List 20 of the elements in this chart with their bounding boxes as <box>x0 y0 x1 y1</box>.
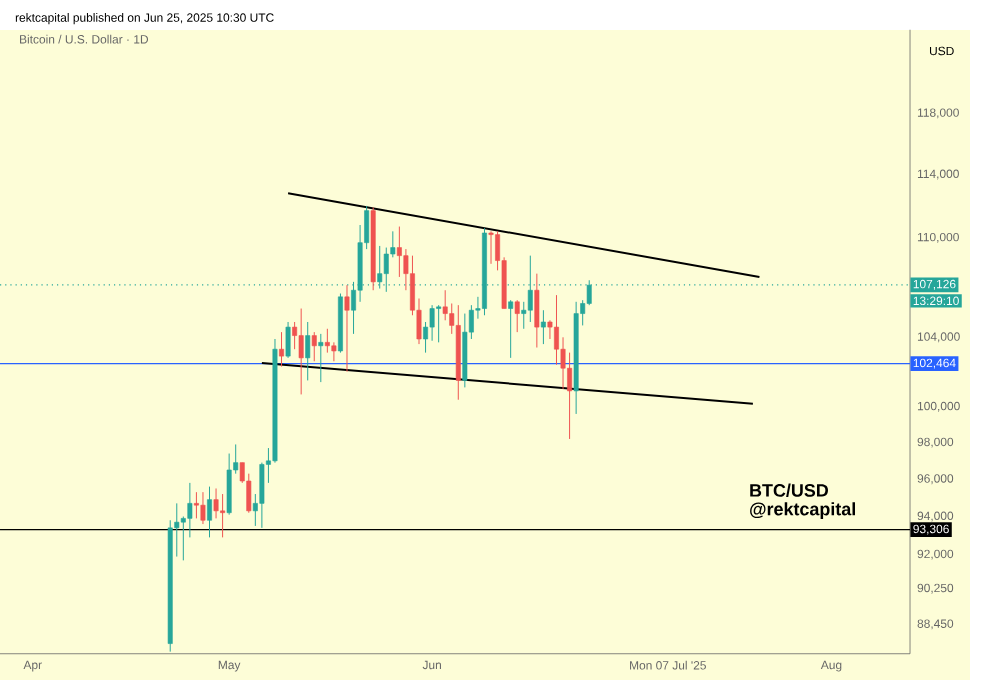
annotation: BTC/USD <box>750 483 828 497</box>
candlestick <box>193 491 199 519</box>
candlestick <box>488 230 494 265</box>
candlestick <box>298 308 304 395</box>
candlestick <box>324 328 330 354</box>
candlestick <box>200 491 206 525</box>
candlestick <box>344 284 350 373</box>
candlestick <box>318 333 324 383</box>
annotation: @rektcapital <box>750 502 855 519</box>
candlestick <box>508 299 514 359</box>
candlestick <box>540 309 546 345</box>
candlestick <box>285 321 291 359</box>
candlestick <box>220 493 226 538</box>
candlestick <box>534 273 540 349</box>
candlestick <box>436 304 442 343</box>
candlestick <box>207 486 212 538</box>
candlestick <box>514 299 520 333</box>
candlestick <box>311 331 317 362</box>
candlestick <box>279 331 284 368</box>
candlestick <box>305 321 311 381</box>
